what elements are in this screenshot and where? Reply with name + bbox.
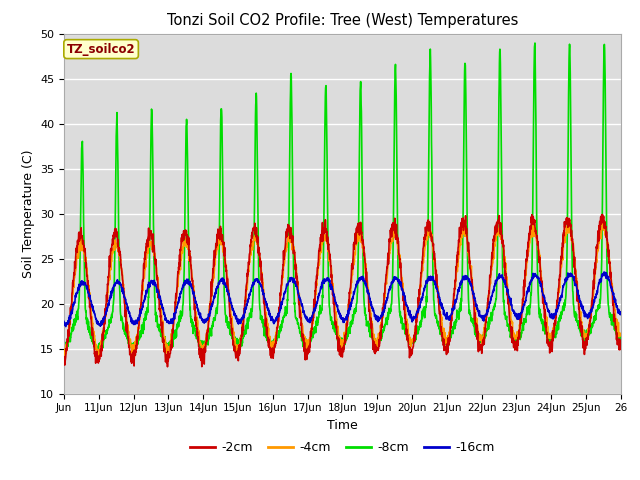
Title: Tonzi Soil CO2 Profile: Tree (West) Temperatures: Tonzi Soil CO2 Profile: Tree (West) Temp…: [166, 13, 518, 28]
X-axis label: Time: Time: [327, 419, 358, 432]
Text: TZ_soilco2: TZ_soilco2: [67, 43, 136, 56]
Y-axis label: Soil Temperature (C): Soil Temperature (C): [22, 149, 35, 278]
Legend: -2cm, -4cm, -8cm, -16cm: -2cm, -4cm, -8cm, -16cm: [186, 436, 499, 459]
